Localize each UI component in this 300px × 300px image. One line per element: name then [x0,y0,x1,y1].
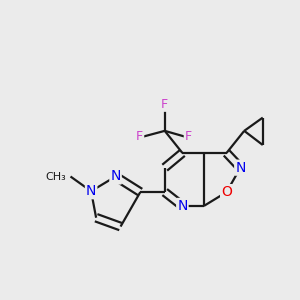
Text: N: N [177,199,188,213]
Text: F: F [136,130,143,143]
Text: N: N [235,161,246,175]
Text: N: N [110,169,121,184]
Text: F: F [161,98,168,111]
Text: F: F [185,130,192,143]
Text: O: O [221,185,232,199]
Text: N: N [86,184,96,198]
Text: CH₃: CH₃ [45,172,66,182]
